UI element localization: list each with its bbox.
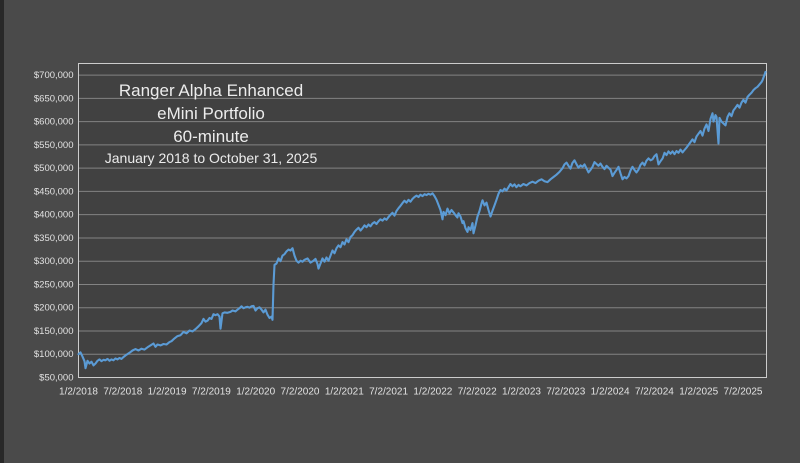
x-tick-label: 7/2/2021 [369, 387, 408, 398]
x-tick-label: 1/2/2024 [591, 387, 630, 398]
x-tick-label: 1/2/2019 [148, 387, 187, 398]
x-tick-label: 7/2/2019 [192, 387, 231, 398]
y-tick-label: $200,000 [34, 303, 74, 314]
y-tick-label: $600,000 [34, 117, 74, 128]
x-tick-label: 7/2/2022 [458, 387, 497, 398]
x-tick-label: 1/2/2020 [236, 387, 275, 398]
y-tick-label: $650,000 [34, 93, 74, 104]
y-tick-label: $50,000 [39, 373, 73, 384]
y-tick-label: $300,000 [34, 256, 74, 267]
y-tick-label: $400,000 [34, 210, 74, 221]
y-tick-label: $550,000 [34, 140, 74, 151]
x-tick-label: 7/2/2020 [281, 387, 320, 398]
x-tick-label: 1/2/2023 [502, 387, 541, 398]
x-tick-label: 7/2/2018 [103, 387, 142, 398]
y-tick-label: $150,000 [34, 326, 74, 337]
plot-border [78, 63, 767, 378]
x-tick-label: 1/2/2021 [325, 387, 364, 398]
equity-line [77, 70, 767, 370]
y-tick-label: $100,000 [34, 349, 74, 360]
y-tick-label: $500,000 [34, 163, 74, 174]
x-tick-label: 7/2/2025 [724, 387, 763, 398]
x-tick-label: 1/2/2022 [413, 387, 452, 398]
y-tick-label: $450,000 [34, 186, 74, 197]
x-tick-label: 1/2/2025 [679, 387, 718, 398]
y-tick-label: $700,000 [34, 70, 74, 81]
plot-area [78, 63, 767, 378]
x-tick-label: 1/2/2018 [59, 387, 98, 398]
y-tick-label: $250,000 [34, 279, 74, 290]
x-tick-label: 7/2/2023 [546, 387, 585, 398]
x-tick-label: 7/2/2024 [635, 387, 674, 398]
y-tick-label: $350,000 [34, 233, 74, 244]
window-edge-strip [0, 0, 4, 463]
